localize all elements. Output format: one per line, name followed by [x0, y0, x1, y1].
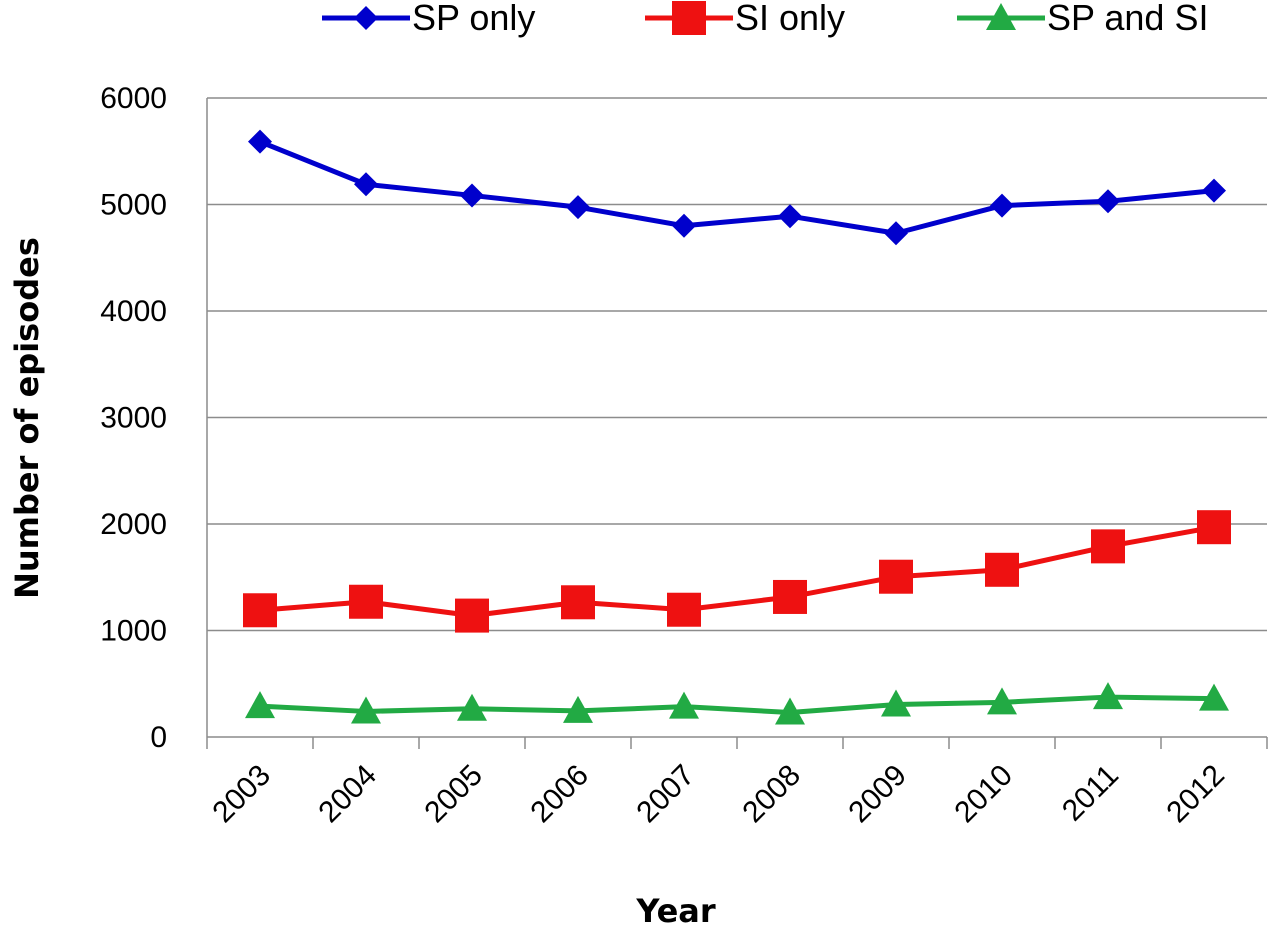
series-line-sp-only [259, 139, 1215, 236]
data-point-sp-and-si [775, 697, 805, 725]
data-point-sp-and-si [457, 693, 487, 721]
x-tick-label: 2004 [312, 759, 383, 830]
data-point-sp-only [990, 193, 1014, 218]
y-axis-title: Number of episodes [8, 237, 46, 599]
legend-item-si-only: SI only [645, 0, 845, 38]
data-point-sp-only [460, 183, 484, 208]
legend-label: SP only [412, 0, 535, 38]
data-point-si-only [1091, 529, 1125, 564]
y-tick-label: 6000 [100, 82, 167, 115]
series-line-sp-and-si [259, 694, 1215, 716]
data-point-sp-and-si [1093, 682, 1123, 710]
y-tick-label: 0 [150, 721, 167, 754]
x-tick-label: 2006 [524, 759, 595, 830]
series-sp-only [248, 129, 1226, 246]
x-tick-labels: 2003 2004 2005 2006 2007 2008 2009 2010 2011 2012 [206, 759, 1231, 830]
x-tick-label: 2003 [206, 759, 277, 830]
series-sp-and-si [245, 682, 1229, 725]
data-point-sp-only [354, 172, 378, 197]
data-point-sp-only [1202, 178, 1226, 203]
legend: SP only SI only SP and SI [322, 0, 1208, 38]
y-tick-label: 1000 [100, 615, 167, 648]
data-point-sp-only [1096, 189, 1120, 214]
y-tick-label: 4000 [100, 295, 167, 328]
data-point-sp-and-si [987, 687, 1017, 715]
y-tick-label: 5000 [100, 189, 167, 222]
data-point-si-only [667, 592, 701, 627]
data-point-sp-and-si [669, 691, 699, 719]
data-point-si-only [349, 584, 383, 619]
data-point-sp-and-si [245, 691, 275, 719]
legend-label: SP and SI [1047, 0, 1208, 38]
y-tick-label: 2000 [100, 508, 167, 541]
data-point-si-only [561, 585, 595, 620]
series-layer [243, 129, 1231, 725]
x-tick-label: 2005 [418, 759, 489, 830]
data-point-sp-only [248, 129, 272, 154]
x-tick-label: 2007 [630, 759, 701, 830]
x-tick-label: 2012 [1160, 759, 1231, 830]
legend-label: SI only [735, 0, 845, 38]
legend-marker [672, 1, 706, 35]
data-point-si-only [985, 552, 1019, 587]
y-tick-label: 3000 [100, 402, 167, 435]
data-point-si-only [1197, 510, 1231, 545]
legend-marker [986, 3, 1016, 30]
x-tick-label: 2011 [1056, 759, 1125, 828]
data-point-si-only [455, 598, 489, 633]
data-point-sp-and-si [563, 695, 593, 723]
y-tick-labels: 0 1000 2000 3000 4000 5000 6000 [100, 82, 167, 754]
data-point-sp-and-si [881, 689, 911, 717]
x-tick-label: 2008 [736, 759, 807, 830]
x-tick-label: 2009 [842, 759, 913, 830]
data-point-sp-only [566, 195, 590, 220]
data-point-si-only [773, 579, 807, 614]
data-point-sp-only [884, 221, 908, 246]
series-si-only [243, 510, 1231, 633]
legend-item-sp-only: SP only [322, 0, 535, 38]
data-point-sp-and-si [351, 696, 381, 724]
x-tick-label: 2010 [948, 759, 1019, 830]
legend-marker [354, 6, 378, 30]
legend-item-sp-and-si: SP and SI [957, 0, 1208, 38]
data-point-sp-only [778, 204, 802, 229]
x-axis-title: Year [635, 892, 716, 930]
axes [206, 98, 1268, 749]
data-point-sp-only [672, 213, 696, 238]
data-point-sp-and-si [1199, 683, 1229, 711]
data-point-si-only [243, 593, 277, 628]
series-line-si-only [259, 524, 1215, 619]
data-point-si-only [879, 559, 913, 594]
